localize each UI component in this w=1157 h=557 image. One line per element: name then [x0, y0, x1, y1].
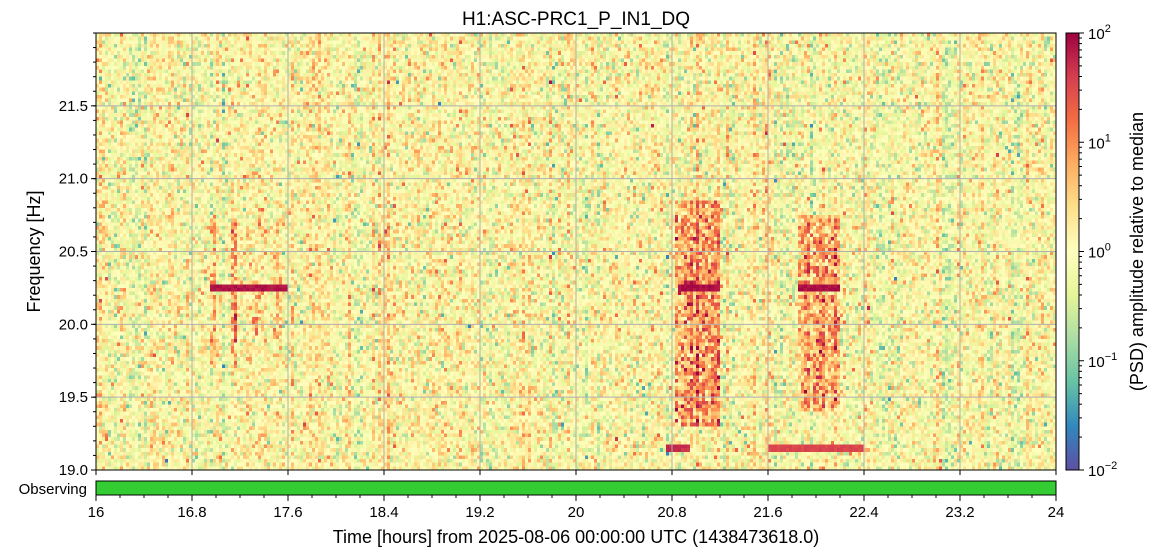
y-axis-ticks: 19.0 19.5 20.0 20.5 21.0 21.5: [59, 32, 96, 479]
x-tick-label: 18.4: [369, 504, 398, 521]
x-tick-label: 22.4: [849, 504, 878, 521]
chart-title: H1:ASC-PRC1_P_IN1_DQ: [462, 9, 690, 30]
x-tick-label: 23.2: [945, 504, 974, 521]
x-tick-label: 20: [568, 504, 585, 521]
y-axis-label: Frequency [Hz]: [24, 190, 44, 312]
y-tick-label: 20.0: [59, 316, 88, 333]
colorbar-label: (PSD) amplitude relative to median: [1127, 112, 1147, 391]
y-tick-label: 21.5: [59, 98, 88, 115]
x-tick-label: 16.8: [177, 504, 206, 521]
x-tick-label: 16: [88, 504, 105, 521]
y-tick-label: 20.5: [59, 244, 88, 261]
x-tick-label: 19.2: [465, 504, 494, 521]
x-tick-label: 17.6: [273, 504, 302, 521]
colorbar-tick-label: 10−2: [1088, 460, 1117, 480]
x-axis-label: Time [hours] from 2025-08-06 00:00:00 UT…: [333, 527, 820, 547]
y-tick-label: 19.5: [59, 389, 88, 406]
colorbar-tick-label: 10−1: [1088, 351, 1117, 371]
x-axis-ticks: 16 16.8 17.6 18.4 19.2 20 20.8 21.6 22.4 23.2 24: [88, 470, 1065, 521]
y-tick-label: 21.0: [59, 171, 88, 188]
x-tick-label: 24: [1048, 504, 1065, 521]
grid-lines: [96, 33, 1056, 470]
colorbar-tick-label: 101: [1088, 132, 1111, 152]
colorbar-tick-label: 100: [1088, 242, 1111, 262]
y-tick-label: 19.0: [59, 462, 88, 479]
state-bar-label: Observing: [19, 481, 87, 498]
x-tick-label: 21.6: [753, 504, 782, 521]
x-tick-label: 20.8: [657, 504, 686, 521]
colorbar-ticks: 10−2 10−1 100 101 102: [1079, 23, 1117, 480]
colorbar-tick-label: 102: [1088, 23, 1111, 43]
colorbar: [1065, 32, 1080, 471]
state-segment-observing: [95, 480, 1057, 496]
